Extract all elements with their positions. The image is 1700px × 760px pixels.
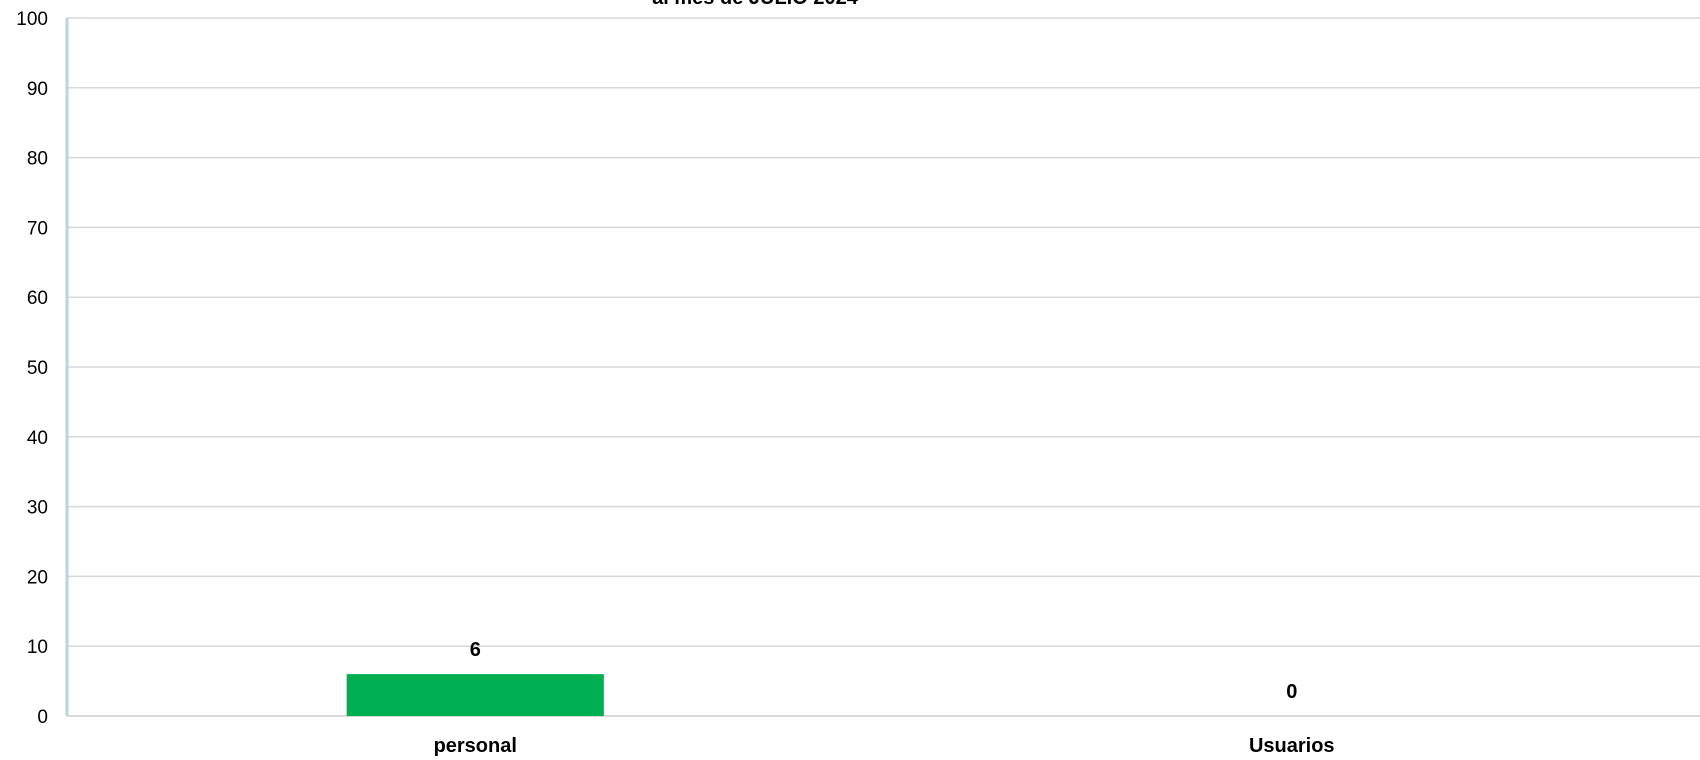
category-label-personal: personal	[434, 735, 517, 757]
chart-title: al mes de JULIO 2024	[652, 0, 859, 9]
y-tick-label: 80	[27, 149, 48, 170]
y-tick-label: 30	[27, 498, 48, 519]
y-tick-label: 40	[27, 428, 48, 449]
bar-personal	[346, 674, 604, 716]
y-tick-label: 50	[27, 358, 48, 379]
category-label-usuarios: Usuarios	[1249, 735, 1335, 757]
y-axis-ticks: 0 10 20 30 40 50 60 70 80 90 100	[16, 9, 48, 728]
data-labels: 60	[470, 639, 1298, 703]
x-axis-categories: personal Usuarios	[434, 735, 1335, 757]
axes	[65, 18, 1700, 717]
y-tick-label: 100	[16, 9, 48, 30]
gridlines	[67, 17, 1700, 647]
y-tick-label: 90	[27, 79, 48, 100]
y-tick-label: 10	[27, 637, 48, 658]
y-tick-label: 20	[27, 567, 48, 588]
bars	[346, 674, 604, 716]
data-label-usuarios: 0	[1286, 681, 1297, 703]
y-tick-label: 60	[27, 288, 48, 309]
y-tick-label: 70	[27, 218, 48, 239]
data-label-personal: 6	[470, 639, 481, 661]
y-tick-label: 0	[37, 707, 48, 728]
